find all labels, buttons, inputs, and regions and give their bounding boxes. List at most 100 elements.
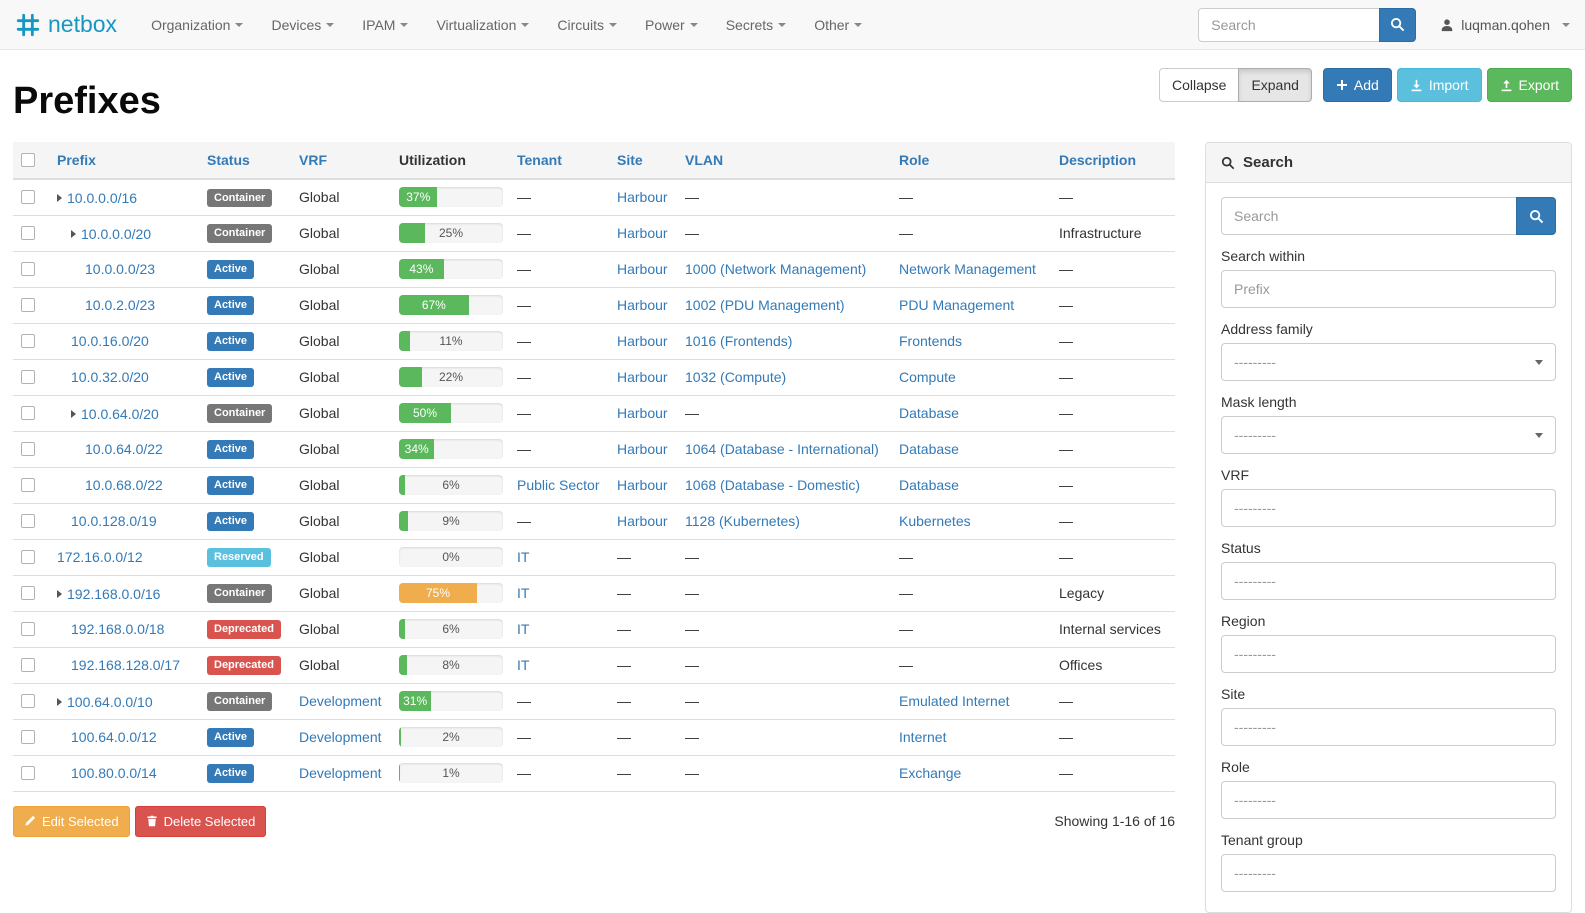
row-checkbox[interactable] [21, 442, 35, 456]
prefix-link[interactable]: 10.0.0.0/20 [81, 225, 152, 242]
vrf-cell[interactable]: Development [299, 693, 382, 709]
nav-menu-item[interactable]: Devices [257, 0, 348, 49]
row-checkbox[interactable] [21, 514, 35, 528]
role-cell[interactable]: Database [899, 441, 959, 457]
role-cell[interactable]: Compute [899, 369, 956, 385]
vlan-cell[interactable]: 1032 (Compute) [685, 369, 787, 385]
row-checkbox[interactable] [21, 550, 35, 564]
export-button[interactable]: Export [1486, 68, 1572, 102]
filter-status-input[interactable] [1221, 562, 1556, 600]
prefix-link[interactable]: 10.0.0.0/23 [85, 261, 156, 277]
prefix-link[interactable]: 10.0.0.0/16 [67, 189, 138, 206]
filter-search-within-input[interactable] [1221, 270, 1556, 308]
row-checkbox[interactable] [21, 262, 35, 276]
sidebar-search-input[interactable] [1221, 197, 1517, 235]
nav-menu-item[interactable]: Circuits [543, 0, 631, 49]
vlan-cell[interactable]: 1016 (Frontends) [685, 333, 793, 349]
vrf-cell[interactable]: Development [299, 729, 382, 745]
role-cell[interactable]: Exchange [899, 765, 962, 781]
row-checkbox[interactable] [21, 694, 35, 708]
prefix-link[interactable]: 192.168.0.0/16 [67, 585, 161, 602]
row-checkbox[interactable] [21, 406, 35, 420]
prefix-link[interactable]: 100.64.0.0/10 [67, 693, 153, 710]
site-cell[interactable]: Harbour [617, 225, 668, 241]
site-cell[interactable]: Harbour [617, 405, 668, 421]
vlan-cell[interactable]: 1002 (PDU Management) [685, 297, 845, 313]
filter-address-family-input[interactable] [1221, 343, 1556, 381]
delete-selected-button[interactable]: Delete Selected [134, 805, 267, 837]
netbox-brand[interactable]: netbox [15, 11, 117, 38]
site-cell[interactable]: Harbour [617, 441, 668, 457]
site-cell[interactable]: Harbour [617, 513, 668, 529]
row-checkbox[interactable] [21, 226, 35, 240]
prefix-link[interactable]: 10.0.16.0/20 [71, 333, 149, 349]
nav-menu-item[interactable]: IPAM [348, 0, 422, 49]
filter-vrf-input[interactable] [1221, 489, 1556, 527]
row-checkbox[interactable] [21, 766, 35, 780]
nav-menu-item[interactable]: Secrets [712, 0, 800, 49]
site-cell[interactable]: Harbour [617, 297, 668, 313]
role-cell[interactable]: Kubernetes [899, 513, 971, 529]
filter-site-input[interactable] [1221, 708, 1556, 746]
prefix-link[interactable]: 10.0.128.0/19 [71, 513, 157, 529]
prefix-link[interactable]: 10.0.32.0/20 [71, 369, 149, 385]
tenant-cell[interactable]: IT [517, 585, 530, 601]
row-checkbox[interactable] [21, 658, 35, 672]
column-header[interactable]: Status [199, 142, 291, 180]
column-header[interactable]: Prefix [49, 142, 199, 180]
tenant-cell[interactable]: Public Sector [517, 477, 600, 493]
prefix-link[interactable]: 172.16.0.0/12 [57, 549, 143, 565]
navbar-search-input[interactable] [1198, 7, 1381, 42]
column-header[interactable]: Tenant [509, 142, 609, 180]
collapse-button[interactable]: Collapse [1158, 68, 1240, 102]
prefix-link[interactable]: 192.168.0.0/18 [71, 621, 165, 637]
filter-region-input[interactable] [1221, 635, 1556, 673]
prefix-link[interactable]: 10.0.64.0/20 [81, 405, 159, 422]
site-cell[interactable]: Harbour [617, 189, 668, 206]
navbar-search-button[interactable] [1379, 7, 1417, 42]
prefix-link[interactable]: 10.0.64.0/22 [85, 441, 163, 457]
sidebar-search-button[interactable] [1516, 197, 1556, 235]
row-checkbox[interactable] [21, 370, 35, 384]
row-checkbox[interactable] [21, 478, 35, 492]
role-cell[interactable]: Emulated Internet [899, 693, 1010, 709]
role-cell[interactable]: Internet [899, 729, 947, 745]
prefix-link[interactable]: 192.168.128.0/17 [71, 657, 180, 673]
row-checkbox[interactable] [21, 334, 35, 348]
vlan-cell[interactable]: 1064 (Database - International) [685, 441, 879, 457]
prefix-link[interactable]: 100.80.0.0/14 [71, 765, 157, 781]
column-header[interactable]: VRF [291, 142, 391, 180]
user-menu[interactable]: luqman.qohen [1440, 17, 1570, 33]
filter-role-input[interactable] [1221, 781, 1556, 819]
filter-tenant-group-input[interactable] [1221, 854, 1556, 892]
row-checkbox[interactable] [21, 190, 35, 205]
column-header[interactable]: Role [891, 142, 1051, 180]
prefix-link[interactable]: 100.64.0.0/12 [71, 729, 157, 745]
row-checkbox[interactable] [21, 586, 35, 600]
role-cell[interactable]: Database [899, 477, 959, 493]
column-header[interactable]: Site [609, 142, 677, 180]
site-cell[interactable]: Harbour [617, 477, 668, 493]
row-checkbox[interactable] [21, 298, 35, 312]
nav-menu-item[interactable]: Virtualization [422, 0, 543, 49]
vlan-cell[interactable]: 1068 (Database - Domestic) [685, 477, 861, 493]
edit-selected-button[interactable]: Edit Selected [13, 805, 130, 837]
import-button[interactable]: Import [1396, 68, 1482, 102]
select-all-checkbox[interactable] [21, 153, 35, 167]
tenant-cell[interactable]: IT [517, 621, 530, 637]
column-header[interactable]: Description [1051, 142, 1175, 180]
expand-button[interactable]: Expand [1238, 68, 1312, 102]
site-cell[interactable]: Harbour [617, 333, 668, 349]
add-button[interactable]: Add [1322, 68, 1392, 102]
vrf-cell[interactable]: Development [299, 765, 382, 781]
vlan-cell[interactable]: 1000 (Network Management) [685, 261, 867, 277]
site-cell[interactable]: Harbour [617, 261, 668, 277]
vlan-cell[interactable]: 1128 (Kubernetes) [685, 513, 800, 529]
tenant-cell[interactable]: IT [517, 549, 530, 565]
role-cell[interactable]: PDU Management [899, 297, 1015, 313]
prefix-link[interactable]: 10.0.2.0/23 [85, 297, 156, 313]
row-checkbox[interactable] [21, 730, 35, 744]
row-checkbox[interactable] [21, 622, 35, 636]
role-cell[interactable]: Frontends [899, 333, 963, 349]
column-header[interactable]: VLAN [677, 142, 891, 180]
